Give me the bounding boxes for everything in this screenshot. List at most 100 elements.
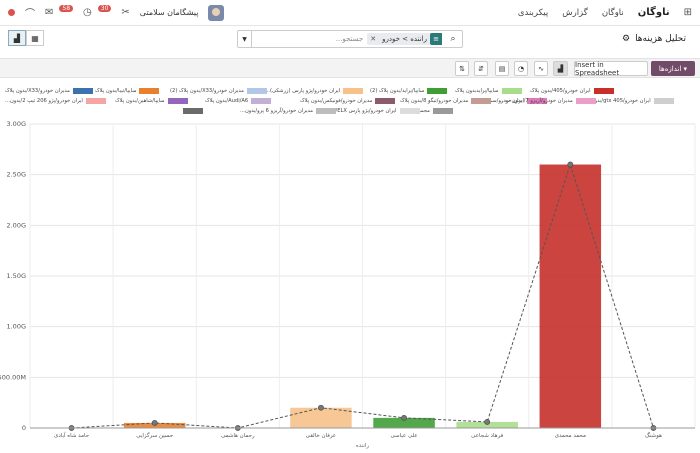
legend-swatch [527,98,548,104]
legend-swatch [427,88,448,94]
y-tick-label: 1.50G [6,272,26,280]
search-icon[interactable]: ⌕ [450,34,456,44]
legend-item[interactable]: مدیران خودرو/آریزو 7/ بدون پ... [500,98,596,104]
x-tick-label: علی عباسی [390,433,417,439]
activity-badge: 30 [97,5,112,12]
legend-item[interactable]: ایران خودرو/405/بدون پلاک [530,88,614,94]
legend-swatch [343,88,364,94]
pie-chart-button[interactable]: ◔ [514,61,528,76]
legend-item[interactable]: سایپا/شاهین/بدون پلاک [115,98,188,104]
legend-swatch [72,88,93,94]
main-nav: ⊞ ناوگان ناوگان گزارش پیکربندی [518,7,692,18]
x-tick-label: عرفان خالقی [306,433,337,439]
legend-swatch [375,98,396,104]
chart-legend: ایران خودرو/405/بدون پلاک سایپا/پرایدبدون… [0,86,700,120]
search-bar[interactable]: ⌕ ≡ راننده > خودرو ✕ جستجو... ▼ [237,30,463,48]
search-facet: ≡ راننده > خودرو ✕ [367,33,442,45]
app-name[interactable]: ناوگان [637,7,670,18]
total-series-line [71,162,654,429]
legend-item[interactable]: سایپا/تیبا/بدون پلاک [95,88,160,94]
legend-item[interactable]: Audi/A6/بدون پلاک [205,98,272,104]
legend-label: مدیران خودرو/X33/بدون پلاک (2) [170,88,244,94]
legend-item[interactable]: مدیران خودرو/تیگو 8/بدون پلاک [400,98,492,104]
legend-item[interactable]: مدیران خودرو/X33/بدون پلاک (2) [170,88,267,94]
insert-spreadsheet-button[interactable]: Insert in Spreadsheet [574,61,648,77]
legend-item[interactable]: ایران خودرو/پژو پارس (زرشکی)... [265,88,364,94]
x-tick-label: فرهاد شجاعی [471,433,504,439]
legend-swatch [432,108,453,114]
facet-label: راننده > خودرو [382,35,427,43]
line-chart-button[interactable]: ∿ [534,61,548,76]
pivot-view-button[interactable]: ▦ [26,30,44,46]
legend-item[interactable]: ایران خودرو/پژو 206 تیپ 2/بدون... [5,98,106,104]
legend-label: سایپا/پراید/بدون پلاک (2) [370,88,425,94]
control-panel: تحلیل هزینه‌ها ⚙ ⌕ ≡ راننده > خودرو ✕ جس… [0,26,700,56]
measures-button[interactable]: اندازه‌ها ▾ [651,61,695,76]
gear-icon[interactable]: ⚙ [621,34,631,44]
tools-icon[interactable]: ✂ [121,7,130,18]
systray: ⌒ ✉ 58 ◷ 30 ✂ پیشگامان سلامتی [8,4,225,21]
page-title: تحلیل هزینه‌ها ⚙ [622,34,686,44]
apps-grid-icon[interactable]: ⊞ [683,7,692,18]
clock-icon[interactable]: ◷ [83,7,92,18]
chat-icon[interactable]: ✉ [45,7,54,18]
legend-item[interactable]: ایران خودرو/سمند... [480,98,548,104]
total-series-point [484,419,491,425]
x-tick-label: هوشنگ [645,432,662,439]
legend-label: سایپا/تیبا/بدون پلاک [95,88,137,94]
legend-label: مدیران خودرو/فونیکس/بدون پلاک [300,98,373,104]
legend-item[interactable]: سایپا/پراید/بدون پلاک (2) [370,88,448,94]
y-tick-label: 500.00M [0,373,26,381]
legend-item[interactable] [180,108,203,114]
legend-item[interactable]: مدیران خودرو/فونیکس/بدون پلاک [300,98,396,104]
legend-swatch [399,108,420,114]
chart-area: 0 500.00M 1.00G 1.50G 2.00G 2.50G 3.00G حامد شا… [0,118,700,451]
wifi-icon[interactable]: ⌒ [25,9,35,20]
legend-label: سایپا/شاهین/بدون پلاک [115,98,165,104]
bar-chart: 0 500.00M 1.00G 1.50G 2.00G 2.50G 3.00G حامد شا… [0,120,696,449]
menu-config[interactable]: پیکربندی [517,7,549,18]
legend-label: سایپا/پرایدبدون پلاک [455,88,499,94]
search-input[interactable]: جستجو... [335,35,364,43]
y-tick-label: 3.00G [6,120,26,128]
legend-item[interactable]: مجموع [415,108,453,114]
legend-swatch [183,108,203,114]
total-series-point [318,404,324,411]
legend-swatch [575,98,596,104]
chart-bar [539,164,602,428]
chat-badge: 58 [59,5,74,12]
stacked-button[interactable]: ▤ [495,61,509,76]
legend-item[interactable]: سایپا/پرایدبدون پلاک [455,88,522,94]
chart-bar [290,407,352,428]
legend-label: مجموع [415,108,430,114]
status-dot-icon[interactable] [8,9,15,16]
legend-label: مدیران خودرو/X33/بدون پلاک [5,88,70,94]
x-axis-label: راننده [356,443,369,449]
avatar[interactable] [208,4,225,21]
sort-desc-button[interactable]: ⇵ [474,61,488,76]
legend-label: Audi/A6/بدون پلاک [205,98,249,104]
legend-label: ایران خودرو/پژو 206 تیپ 2/بدون... [5,98,83,104]
legend-label: مدیران خودرو/آریزو 6 پرو/بدون... [240,108,314,114]
legend-swatch [501,88,522,94]
total-series-point [151,420,158,426]
graph-view-button[interactable]: ▟ [8,30,26,46]
view-switcher: ▟ ▦ [8,30,44,46]
chart-bar [456,421,518,428]
legend-item[interactable]: مدیران خودرو/آریزو 6 پرو/بدون... [240,108,337,114]
measures-label: اندازه‌ها [658,64,682,73]
sort-asc-button[interactable]: ⇅ [455,61,469,76]
x-tick-label: حامد شاه آبادی [54,432,89,439]
y-tick-label: 0 [22,424,26,432]
legend-item[interactable]: مدیران خودرو/X33/بدون پلاک [5,88,93,94]
menu-report[interactable]: گزارش [562,7,588,18]
x-tick-label: محمد محمدی [555,433,586,439]
bar-chart-button[interactable]: ▟ [553,61,568,76]
search-dropdown-icon[interactable]: ▼ [238,31,252,47]
chart-bar [373,417,435,428]
user-name[interactable]: پیشگامان سلامتی [139,8,199,17]
legend-label: ایران خودرو/پژو پارس (زرشکی)... [265,88,341,94]
facet-close-icon[interactable]: ✕ [370,35,377,43]
menu-fleet[interactable]: ناوگان [601,7,624,18]
legend-label: ایران خودرو/405/بدون پلاک [530,88,591,94]
